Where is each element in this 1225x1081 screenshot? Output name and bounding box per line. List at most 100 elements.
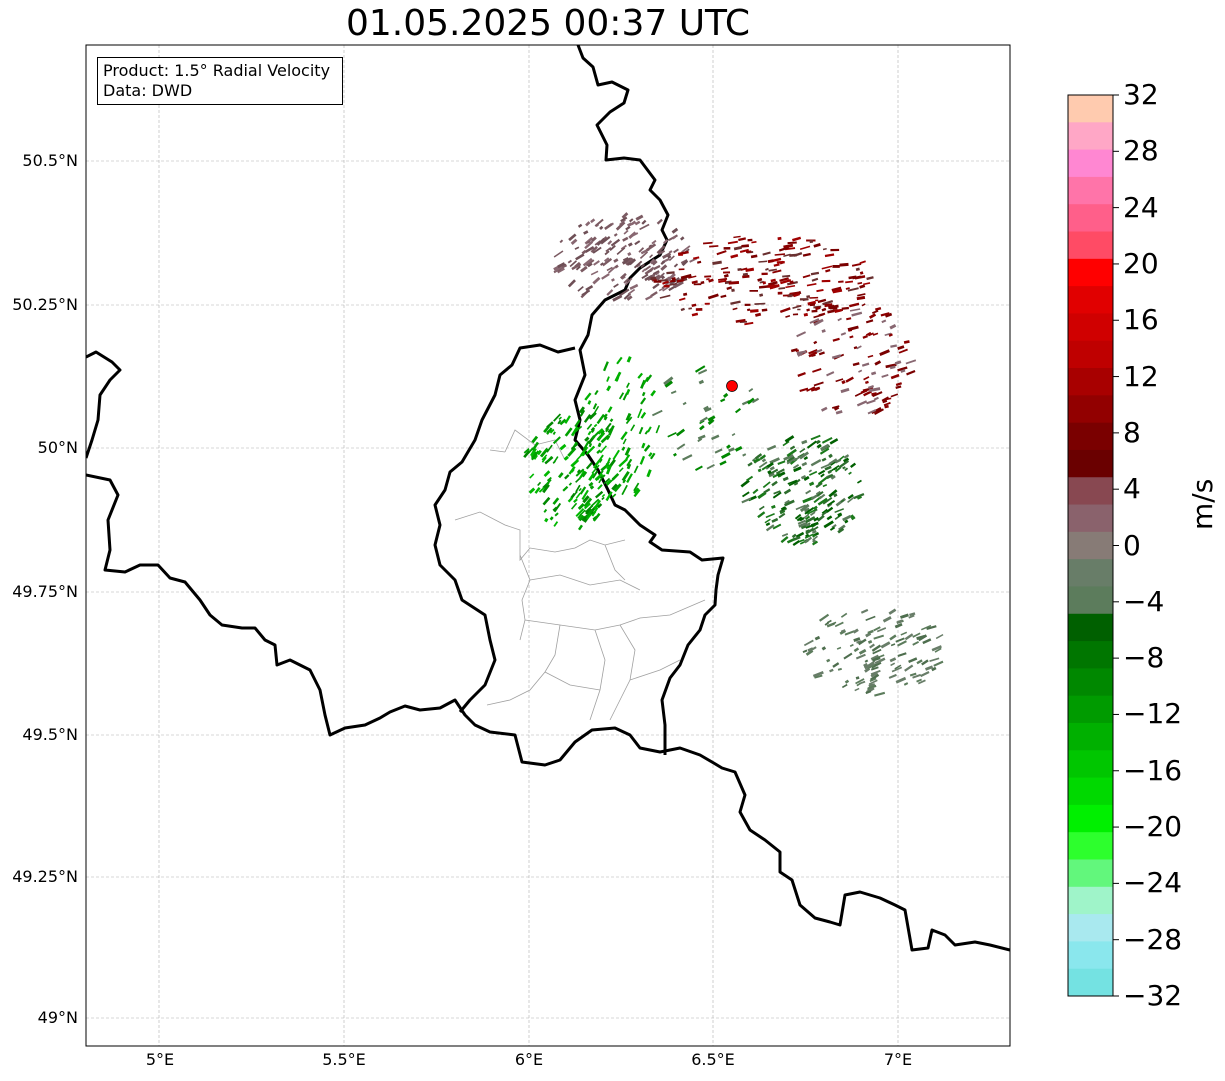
velocity-gate: [613, 258, 619, 263]
velocity-gate: [641, 442, 646, 449]
velocity-gate: [546, 476, 552, 482]
velocity-gate: [571, 262, 582, 271]
velocity-gate: [909, 612, 916, 617]
velocity-gate: [890, 373, 900, 380]
velocity-gate: [894, 360, 902, 365]
velocity-gate: [821, 329, 826, 333]
velocity-gate: [748, 388, 754, 393]
velocity-gate: [671, 276, 676, 281]
velocity-gate: [804, 507, 815, 515]
velocity-gate: [865, 380, 869, 384]
velocity-gate: [804, 536, 813, 544]
velocity-gate: [808, 481, 815, 487]
velocity-gate: [529, 473, 535, 479]
velocity-gate: [874, 657, 886, 665]
colorbar-segment: [1068, 722, 1113, 751]
velocity-gate: [832, 337, 840, 342]
velocity-gate: [557, 267, 565, 274]
velocity-gate: [799, 448, 806, 453]
velocity-gate: [867, 354, 874, 358]
velocity-gate: [649, 452, 656, 460]
velocity-gate: [612, 449, 620, 461]
velocity-gate: [863, 282, 871, 286]
velocity-gate: [761, 272, 768, 276]
velocity-gate: [606, 385, 612, 392]
velocity-gate: [855, 653, 866, 660]
velocity-gate: [693, 256, 700, 260]
velocity-gate: [835, 378, 844, 383]
velocity-gate: [903, 340, 910, 344]
radar-site-marker[interactable]: [726, 380, 738, 392]
velocity-gate: [731, 433, 736, 437]
velocity-gate: [633, 487, 640, 494]
velocity-gate: [798, 517, 805, 522]
velocity-gate: [746, 475, 754, 482]
velocity-gate: [620, 431, 628, 441]
velocity-gate: [581, 489, 589, 500]
colorbar-segment: [1068, 668, 1113, 697]
velocity-gate: [849, 308, 861, 312]
velocity-gate: [620, 272, 627, 280]
velocity-gate: [650, 276, 657, 281]
velocity-gate: [695, 308, 703, 311]
velocity-gate: [576, 469, 581, 474]
velocity-gate: [598, 476, 603, 484]
velocity-gate: [549, 428, 555, 434]
velocity-gate: [786, 537, 796, 544]
velocity-gate: [602, 257, 613, 267]
velocity-gate: [605, 246, 612, 253]
velocity-gate: [802, 298, 809, 302]
velocity-gate: [668, 255, 675, 262]
velocity-gate: [843, 457, 850, 463]
velocity-gate: [742, 274, 750, 279]
velocity-gate: [857, 479, 862, 484]
velocity-gate: [816, 289, 824, 293]
velocity-gate: [821, 646, 827, 651]
velocity-gate: [860, 389, 868, 394]
velocity-gate: [842, 466, 846, 470]
velocity-gate: [523, 448, 530, 454]
velocity-gate: [561, 263, 568, 269]
velocity-gate: [852, 362, 860, 367]
velocity-gate: [601, 493, 606, 498]
velocity-gate: [890, 393, 899, 398]
velocity-gate: [772, 491, 782, 499]
velocity-gate: [530, 450, 540, 461]
velocity-gate: [909, 672, 917, 677]
velocity-gate: [698, 379, 705, 385]
velocity-gate: [872, 648, 882, 655]
velocity-gate: [553, 413, 562, 422]
velocity-gate: [797, 519, 806, 525]
colorbar-segment: [1068, 368, 1113, 396]
velocity-gate: [553, 456, 559, 464]
velocity-gate: [594, 473, 604, 482]
velocity-gate: [797, 308, 801, 311]
velocity-gate: [882, 616, 892, 623]
velocity-gate: [583, 447, 587, 452]
velocity-gate: [857, 281, 863, 285]
velocity-gate: [660, 260, 666, 265]
velocity-gate: [844, 519, 849, 524]
velocity-gate: [629, 218, 634, 223]
velocity-gate: [796, 331, 807, 338]
velocity-gate: [784, 499, 790, 505]
velocity-gate: [835, 497, 846, 507]
velocity-gate: [563, 455, 569, 461]
velocity-gate: [841, 306, 849, 310]
velocity-gate: [784, 435, 795, 443]
velocity-gate: [579, 409, 586, 417]
velocity-gate: [813, 340, 818, 345]
velocity-gate: [700, 281, 705, 285]
velocity-gate: [604, 257, 610, 263]
velocity-gate: [761, 308, 768, 312]
velocity-gate: [651, 239, 657, 245]
velocity-gate: [678, 253, 683, 256]
velocity-gate: [794, 513, 802, 520]
velocity-gate: [747, 308, 751, 312]
velocity-gate: [845, 376, 854, 383]
velocity-gate: [584, 436, 590, 442]
velocity-gate: [688, 307, 693, 310]
velocity-gate: [815, 306, 821, 311]
velocity-gate: [757, 511, 766, 519]
